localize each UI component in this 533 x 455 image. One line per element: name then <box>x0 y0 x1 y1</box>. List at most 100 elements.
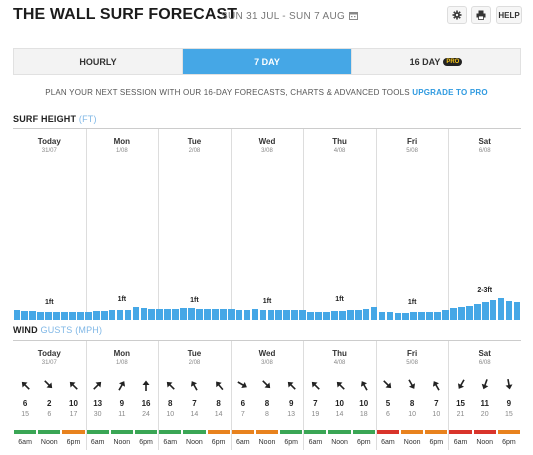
surf-bar <box>418 312 426 320</box>
wind-top-line <box>13 340 521 341</box>
wind-gust: 10 <box>166 411 175 418</box>
surf-bar <box>481 302 489 320</box>
print-icon <box>476 10 486 20</box>
calendar-icon[interactable] <box>349 11 359 23</box>
date-range-text: SUN 31 JUL - SUN 7 AUG <box>221 11 346 22</box>
surf-bar <box>386 312 394 320</box>
wind-day-header: Tue 2/08 <box>158 349 231 366</box>
wind-time-label: Noon <box>403 439 421 446</box>
tab-16-day-label: 16 DAY <box>409 56 441 67</box>
wind-direction-arrow-icon <box>356 377 372 393</box>
surf-bar <box>283 309 291 320</box>
surf-bar <box>489 299 497 320</box>
wind-title: WIND GUSTS (MPH) <box>13 325 102 335</box>
wind-rating-bar <box>304 430 327 434</box>
help-button[interactable]: HELP <box>496 6 522 24</box>
surf-day-date: 2/08 <box>188 148 201 154</box>
surf-bar <box>291 309 299 320</box>
surf-day-divider <box>448 129 450 320</box>
surf-height-label: 1ft <box>190 297 199 305</box>
wind-direction-arrow-icon <box>89 377 106 394</box>
wind-gust: 10 <box>408 411 417 418</box>
wind-rating-bar <box>473 430 496 434</box>
date-range: SUN 31 JUL - SUN 7 AUG <box>221 11 359 23</box>
wind-time-label: Noon <box>186 439 203 446</box>
wind-gust: 6 <box>385 411 390 418</box>
wind-direction-arrow-icon <box>502 378 516 392</box>
upgrade-link[interactable]: UPGRADE TO PRO <box>412 88 488 97</box>
wind-time-label: 6am <box>308 439 323 446</box>
promo-text: PLAN YOUR NEXT SESSION WITH OUR 16-DAY F… <box>45 88 413 97</box>
surf-bar <box>338 310 346 320</box>
wind-rating-bar <box>62 430 85 434</box>
wind-speed: 5 <box>385 399 391 408</box>
wind-direction-arrow-icon <box>428 377 444 393</box>
surf-day-date: 3/08 <box>261 148 273 154</box>
surf-bar <box>180 308 187 320</box>
surf-day-name: Tue <box>187 137 202 146</box>
tab-7-day[interactable]: 7 DAY <box>182 49 351 74</box>
wind-day-divider <box>85 341 87 450</box>
wind-speed: 9 <box>506 399 512 408</box>
wind-gust: 30 <box>93 411 102 418</box>
tab-16-day[interactable]: 16 DAY PRO <box>351 49 520 74</box>
wind-rating-bar <box>255 430 279 434</box>
surf-day-header: Tue 2/08 <box>158 137 231 154</box>
surf-bar <box>410 312 418 320</box>
wind-time-label: Noon <box>258 439 276 446</box>
surf-day-header: Wed 3/08 <box>231 137 304 154</box>
surf-bar <box>219 309 227 320</box>
wind-time-label: Noon <box>113 439 131 446</box>
surf-bar <box>251 309 259 320</box>
pro-badge: PRO <box>443 57 463 66</box>
tab-hourly[interactable]: HOURLY <box>14 49 182 74</box>
surf-bar <box>235 309 243 320</box>
wind-day-header: Mon 1/08 <box>86 349 159 366</box>
wind-day-name: Sat <box>478 349 491 358</box>
wind-time-label: 6pm <box>502 439 516 446</box>
gear-icon <box>452 10 462 20</box>
wind-time-label: 6am <box>453 439 468 446</box>
surf-bar <box>53 311 60 320</box>
wind-day-date: 5/08 <box>406 360 418 366</box>
settings-button[interactable] <box>447 6 467 24</box>
surf-bar <box>211 309 219 320</box>
wind-direction-arrow-icon <box>186 377 202 393</box>
wind-direction-arrow-icon <box>210 377 227 394</box>
wind-gust: 21 <box>456 411 465 418</box>
wind-day-date: 3/08 <box>261 360 273 366</box>
wind-speed: 7 <box>192 399 197 408</box>
wind-label: WIND <box>13 325 38 335</box>
wind-speed: 11 <box>480 399 489 408</box>
wind-day-date: 2/08 <box>188 360 201 366</box>
surf-day-name: Today <box>37 137 61 146</box>
wind-rating-bar <box>86 430 109 434</box>
wind-gust: 24 <box>142 411 150 418</box>
wind-time-label: 6pm <box>66 439 81 446</box>
wind-gust: 20 <box>480 411 489 418</box>
print-button[interactable] <box>471 6 491 24</box>
wind-time-label: 6pm <box>139 439 153 446</box>
surf-day-date: 1/08 <box>116 148 128 154</box>
surf-bar <box>450 308 457 320</box>
wind-gust: 15 <box>504 411 513 418</box>
tab-hourly-label: HOURLY <box>79 56 117 67</box>
surf-height-label: 1ft <box>262 298 272 306</box>
wind-rating-bar <box>207 430 230 434</box>
wind-rating-bar <box>14 430 37 434</box>
surf-bar <box>315 311 322 320</box>
surf-day-divider <box>158 129 160 320</box>
wind-direction-arrow-icon <box>162 377 179 394</box>
surf-bar <box>434 311 441 320</box>
wind-gust: 14 <box>335 411 344 418</box>
wind-direction-arrow-icon <box>235 377 251 393</box>
surf-height-label: 1ft <box>407 298 417 306</box>
wind-rating-bar <box>497 430 520 434</box>
wind-speed: 6 <box>22 399 28 408</box>
wind-speed: 7 <box>313 399 318 408</box>
wind-rating-bar <box>183 430 206 434</box>
wind-gust: 11 <box>118 411 126 418</box>
surf-bar <box>354 309 362 320</box>
wind-direction-arrow-icon <box>379 377 396 394</box>
surf-bar <box>442 309 449 320</box>
